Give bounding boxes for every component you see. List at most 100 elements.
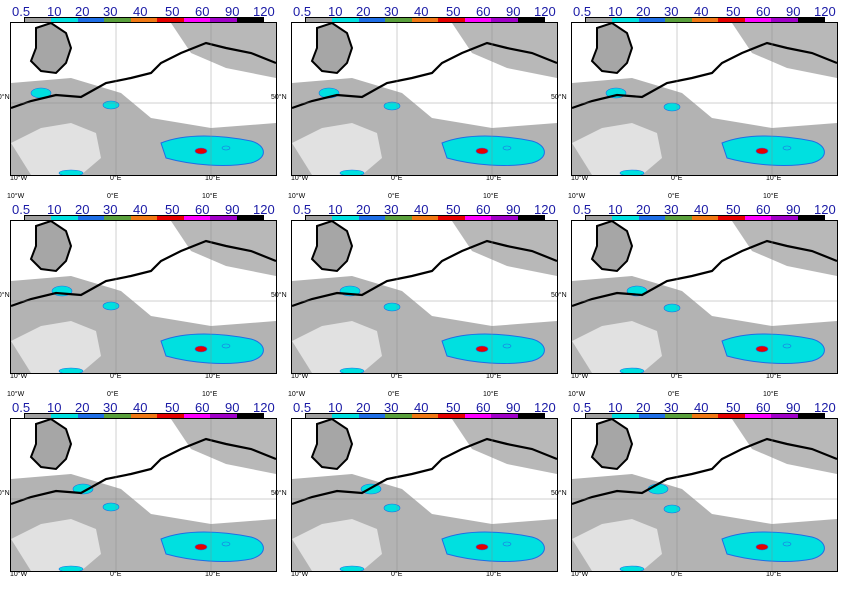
- longitude-label: 0°E: [388, 0, 399, 2]
- longitude-label: 0°E: [107, 391, 119, 398]
- legend-swatch: [51, 216, 78, 222]
- longitude-label: 10°W: [291, 373, 309, 380]
- legend-colorbar: [305, 413, 545, 421]
- longitude-label: 10°E: [763, 193, 779, 200]
- longitude-label: 0°E: [110, 175, 122, 182]
- latitude-label: 50°N: [0, 490, 10, 497]
- precipitation-map: [10, 220, 277, 374]
- longitude-label: 10°E: [483, 0, 498, 2]
- bottom-longitude-axis: 10°W 0°E 10°E: [281, 571, 551, 581]
- legend-swatch: [438, 414, 465, 420]
- legend-swatch: [612, 216, 639, 222]
- legend-value: 90: [225, 202, 240, 217]
- legend-swatch: [385, 216, 412, 222]
- legend-value: 30: [384, 400, 399, 415]
- legend-swatch: [130, 414, 158, 420]
- legend-value: 10: [608, 4, 623, 19]
- color-legend: 0.5 10 20 30 40 50 60 90 120: [283, 400, 556, 421]
- precipitation-map: [291, 22, 558, 176]
- longitude-label: 10°W: [568, 391, 586, 398]
- legend-value: 40: [414, 400, 429, 415]
- legend-value: 0.5: [573, 400, 592, 415]
- legend-value: 60: [476, 400, 491, 415]
- legend-value: 50: [165, 202, 180, 217]
- latitude-label: 50°N: [0, 94, 10, 101]
- legend-value: 90: [506, 400, 521, 415]
- legend-swatch: [236, 216, 263, 222]
- longitude-label: 10°E: [766, 373, 782, 380]
- bottom-longitude-axis: 10°W 0°E 10°E: [561, 571, 831, 581]
- precipitation-map: [291, 220, 558, 374]
- legend-value: 10: [328, 4, 343, 19]
- legend-value: 30: [103, 202, 118, 217]
- legend-swatch: [438, 216, 465, 222]
- legend-swatch: [438, 18, 465, 24]
- legend-value: 120: [814, 202, 836, 217]
- legend-value: 50: [726, 202, 741, 217]
- legend-value: 40: [133, 400, 148, 415]
- legend-swatch: [771, 414, 798, 420]
- latitude-label: 50°N: [0, 292, 10, 299]
- legend-swatch: [157, 216, 184, 222]
- legend-swatch: [183, 216, 211, 222]
- top-longitude-axis: 10°W 0°E 10°E: [283, 193, 545, 203]
- legend-value: 0.5: [573, 4, 592, 19]
- legend-value: 60: [756, 4, 771, 19]
- legend-swatch: [691, 216, 719, 222]
- legend-swatch: [306, 414, 333, 420]
- map-panel: 10°W0°E10°E0.51020304050609012010°W0°E10…: [551, 0, 838, 187]
- legend-value: 20: [636, 4, 651, 19]
- legend-value: 0.5: [293, 202, 312, 217]
- legend-swatch: [665, 414, 692, 420]
- legend-value: 120: [253, 400, 275, 415]
- legend-swatch: [744, 216, 772, 222]
- legend-value: 60: [195, 400, 210, 415]
- legend-value: 120: [534, 202, 556, 217]
- legend-swatch: [586, 414, 613, 420]
- legend-swatch: [358, 18, 386, 24]
- legend-value: 90: [506, 4, 521, 19]
- legend-value: 20: [75, 400, 90, 415]
- legend-value: 10: [47, 4, 62, 19]
- legend-value: 10: [328, 202, 343, 217]
- color-legend: 0.5 10 20 30 40 50 60 90 120: [563, 4, 836, 25]
- bottom-longitude-axis: 10°W 0°E 10°E: [561, 175, 831, 185]
- legend-value: 10: [328, 400, 343, 415]
- legend-value: 20: [75, 4, 90, 19]
- latitude-label: 50°N: [271, 292, 287, 299]
- longitude-label: 10°E: [202, 391, 218, 398]
- legend-swatch: [385, 414, 412, 420]
- legend-value: 10: [608, 400, 623, 415]
- legend-value: 10: [47, 202, 62, 217]
- precipitation-map: [10, 418, 277, 572]
- legend-value: 50: [726, 4, 741, 19]
- legend-swatch: [210, 414, 237, 420]
- precipitation-map: [291, 418, 558, 572]
- legend-value: 0.5: [573, 202, 592, 217]
- legend-values: 0.5 10 20 30 40 50 60 90 120: [283, 202, 556, 217]
- legend-value: 40: [133, 4, 148, 19]
- legend-swatch: [25, 18, 52, 24]
- latitude-label: 50°N: [271, 490, 287, 497]
- longitude-label: 0°E: [107, 193, 119, 200]
- legend-swatch: [358, 216, 386, 222]
- longitude-label: 10°E: [202, 0, 217, 2]
- longitude-label: 10°W: [571, 175, 589, 182]
- legend-swatch: [130, 18, 158, 24]
- legend-swatch: [718, 414, 745, 420]
- legend-values: 0.5 10 20 30 40 50 60 90 120: [283, 4, 556, 19]
- longitude-label: 0°E: [668, 391, 680, 398]
- legend-swatch: [183, 414, 211, 420]
- longitude-label: 10°W: [568, 0, 585, 2]
- longitude-label: 10°W: [7, 193, 25, 200]
- legend-swatch: [586, 216, 613, 222]
- legend-value: 90: [225, 4, 240, 19]
- legend-swatch: [25, 216, 52, 222]
- legend-value: 120: [534, 4, 556, 19]
- legend-swatch: [77, 216, 105, 222]
- legend-swatch: [236, 414, 263, 420]
- legend-value: 120: [814, 400, 836, 415]
- longitude-label: 0°E: [110, 571, 122, 578]
